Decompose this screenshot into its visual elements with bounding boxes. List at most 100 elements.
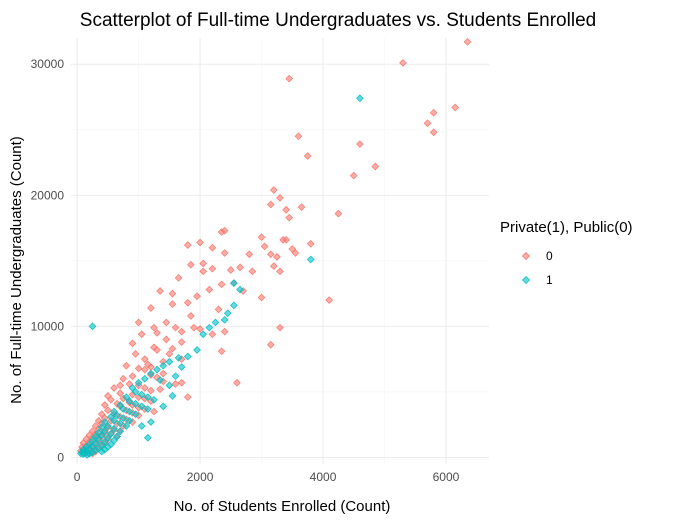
- data-point: [97, 447, 106, 456]
- data-point: [116, 389, 125, 398]
- data-point: [193, 292, 201, 301]
- data-point: [208, 264, 217, 273]
- data-point: [187, 312, 195, 320]
- data-point: [140, 355, 149, 364]
- data-point: [131, 410, 140, 419]
- data-point: [153, 346, 161, 354]
- data-point: [137, 402, 146, 411]
- data-point: [208, 243, 217, 252]
- data-point: [177, 327, 186, 336]
- data-point: [143, 393, 152, 402]
- data-point: [429, 108, 438, 117]
- data-point: [288, 245, 297, 253]
- series-1-points: [76, 94, 364, 459]
- data-point: [171, 380, 180, 388]
- data-point: [196, 238, 204, 247]
- data-point: [230, 301, 238, 310]
- y-tick-label: 0: [57, 450, 64, 464]
- data-point: [236, 285, 244, 294]
- data-point: [177, 338, 186, 346]
- data-point: [174, 353, 183, 362]
- y-tick-label: 30000: [31, 57, 65, 71]
- data-point: [107, 395, 115, 404]
- data-point: [91, 446, 100, 455]
- data-point: [266, 200, 275, 209]
- data-point: [226, 266, 235, 274]
- data-point: [236, 263, 244, 272]
- data-point: [248, 267, 257, 276]
- x-tick-label: 6000: [433, 470, 460, 484]
- data-point: [223, 309, 232, 318]
- data-point: [214, 305, 223, 314]
- data-point: [159, 369, 168, 378]
- data-point: [306, 255, 315, 264]
- data-point: [150, 395, 158, 404]
- data-point: [134, 364, 143, 373]
- data-point: [269, 262, 278, 270]
- data-point: [190, 323, 198, 332]
- data-point: [294, 132, 303, 141]
- data-point: [134, 378, 143, 387]
- data-point: [131, 388, 140, 396]
- data-point: [122, 361, 131, 370]
- data-point: [183, 393, 192, 402]
- data-point: [159, 361, 168, 370]
- data-point: [306, 239, 315, 248]
- data-point: [257, 233, 266, 242]
- data-point: [171, 323, 180, 332]
- data-point: [196, 325, 204, 333]
- data-point: [159, 402, 168, 411]
- x-axis-title: No. of Students Enrolled (Count): [174, 498, 391, 515]
- data-point: [205, 285, 214, 294]
- data-point: [122, 422, 131, 430]
- data-point: [156, 376, 164, 384]
- data-point: [143, 433, 152, 442]
- data-point: [147, 386, 155, 395]
- data-point: [451, 103, 460, 112]
- data-point: [150, 407, 158, 416]
- data-point: [371, 162, 380, 171]
- data-point: [297, 203, 306, 211]
- data-point: [282, 205, 291, 214]
- data-point: [276, 194, 284, 202]
- data-point: [276, 267, 284, 276]
- data-point: [423, 119, 432, 128]
- data-point: [134, 318, 143, 327]
- data-point: [187, 260, 195, 269]
- data-point: [177, 363, 186, 371]
- data-point: [356, 94, 364, 103]
- data-point: [83, 450, 91, 459]
- x-tick-label: 2000: [187, 470, 214, 484]
- y-tick-label: 10000: [31, 319, 65, 333]
- data-point: [193, 346, 201, 354]
- data-point: [116, 419, 125, 428]
- data-point: [208, 330, 217, 339]
- grid-lines: [71, 38, 489, 464]
- data-point: [128, 372, 137, 381]
- data-point: [266, 340, 275, 349]
- data-point: [137, 330, 146, 339]
- data-point: [119, 374, 128, 383]
- data-point: [125, 397, 134, 405]
- data-point: [147, 304, 155, 312]
- data-point: [153, 329, 161, 337]
- data-point: [131, 350, 140, 358]
- data-point: [220, 315, 229, 324]
- data-point: [150, 323, 158, 332]
- data-point: [168, 344, 177, 353]
- data-point: [183, 352, 192, 361]
- data-point: [171, 372, 180, 381]
- data-point: [156, 385, 164, 394]
- y-axis-title: No. of Full-time Undergraduates (Count): [8, 136, 25, 404]
- data-point: [162, 318, 171, 327]
- data-point: [285, 213, 294, 222]
- data-point: [266, 250, 275, 259]
- data-point: [162, 335, 171, 344]
- data-point: [230, 279, 238, 287]
- data-point: [168, 391, 177, 400]
- data-point: [463, 38, 472, 46]
- data-point: [334, 209, 343, 218]
- data-point: [356, 140, 364, 149]
- data-point: [168, 289, 177, 298]
